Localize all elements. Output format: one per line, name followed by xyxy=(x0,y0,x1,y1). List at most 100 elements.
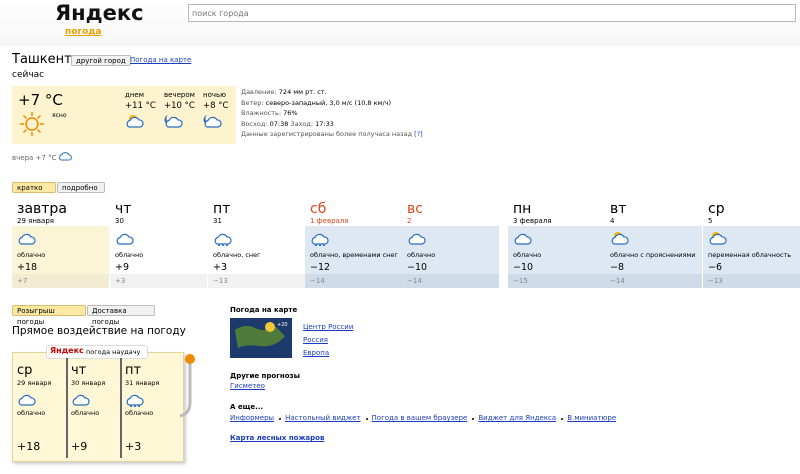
service-link[interactable]: погода xyxy=(65,27,102,37)
game-date: 29 января xyxy=(17,379,52,387)
more-title: А еще... xyxy=(230,403,264,411)
game-heading: Прямое воздействие на погоду xyxy=(12,325,186,337)
weather-icon xyxy=(513,230,533,250)
forecast-day: пн 3 февраля −15 облачно −10 xyxy=(508,200,605,290)
weather-icon xyxy=(17,230,37,250)
part-name: ночью xyxy=(203,91,227,99)
detail-label: Влажность: xyxy=(241,109,282,117)
widget-logo: Яндекс xyxy=(50,346,84,355)
day-temp: −8 xyxy=(610,262,625,273)
day-condition: облачно, временами снег xyxy=(310,251,398,259)
tab-detailed[interactable]: подробно xyxy=(57,182,105,193)
night-temp: −14 xyxy=(605,274,702,288)
weather-icon xyxy=(17,391,37,411)
day-condition: облачно xyxy=(17,251,46,259)
data-note: Данные зарегистрированы более получаса н… xyxy=(241,129,423,140)
map-link[interactable]: Погода на карте xyxy=(130,56,192,64)
map-region-link[interactable]: Россия xyxy=(303,336,328,344)
night-temp: −15 xyxy=(508,274,605,288)
map-region-link[interactable]: Европа xyxy=(303,349,330,357)
day-name: чт xyxy=(115,201,132,217)
sunset: 17:33 xyxy=(315,119,334,128)
weather-icon xyxy=(115,230,135,250)
night-temp: +7 xyxy=(12,274,109,288)
forecast-day: вт 4 −14 облачно с прояснениями −8 xyxy=(605,200,702,290)
night-temp: −13 xyxy=(208,274,305,288)
current-temp: +7 °C xyxy=(18,91,63,109)
other-city-button[interactable]: другой город xyxy=(71,55,131,66)
day-temp: −6 xyxy=(708,262,723,273)
game-condition: облачно xyxy=(17,409,46,417)
more-link[interactable]: Информеры xyxy=(230,414,275,422)
day-condition: облачно xyxy=(115,251,144,259)
detail-value: 76% xyxy=(283,109,298,117)
day-date: 1 февраля xyxy=(310,217,349,225)
cloud-icon xyxy=(59,152,72,161)
weather-icon xyxy=(125,391,145,411)
lever[interactable] xyxy=(176,352,200,422)
other-title: Другие прогнозы xyxy=(230,372,300,380)
day-date: 29 января xyxy=(17,217,54,225)
yesterday: вчера +7 °C xyxy=(12,154,57,162)
more-link[interactable]: Настольный виджет xyxy=(285,414,361,422)
tab-brief[interactable]: кратко xyxy=(12,182,56,193)
day-name: вт xyxy=(610,201,627,217)
day-condition: переменная облачность xyxy=(708,251,792,259)
night-temp: −14 xyxy=(305,274,402,288)
search-input[interactable] xyxy=(188,4,796,22)
game-day: чт xyxy=(71,363,87,378)
game-day: ср xyxy=(17,363,33,378)
detail-value: 724 мм рт. ст. xyxy=(278,88,327,96)
note-text: Данные зарегистрированы более получаса н… xyxy=(241,130,413,138)
day-temp: +18 xyxy=(17,262,38,273)
day-name: завтра xyxy=(17,201,67,217)
current-box xyxy=(12,86,236,144)
sunrise-label: Восход: xyxy=(241,119,268,128)
weather-icon xyxy=(213,230,233,250)
map-region-link[interactable]: Центр России xyxy=(303,323,354,331)
day-temp: +9 xyxy=(115,262,130,273)
widget-label xyxy=(46,345,148,359)
map-badge: +20 xyxy=(277,322,288,328)
detail-label: Ветер: xyxy=(241,98,264,107)
weather-icon xyxy=(407,230,427,250)
game-temp: +18 xyxy=(17,440,41,453)
city-name: Ташкент xyxy=(12,52,72,67)
day-condition: облачно xyxy=(407,251,436,259)
forecast-day: завтра 29 января +7 облачно +18 xyxy=(12,200,109,290)
night-temp: −14 xyxy=(402,274,499,288)
now-label: сейчас xyxy=(12,70,45,80)
tab-delivery[interactable]: Доставка погоды xyxy=(87,305,155,326)
gismeteo-link[interactable]: Гисметео xyxy=(230,382,265,390)
fires-link[interactable]: Карта лесных пожаров xyxy=(230,434,325,442)
more-link[interactable]: В миниатюре xyxy=(567,414,617,422)
forecast-day: ср 5 −13 переменная облачность −6 xyxy=(703,200,800,290)
more-link[interactable]: Виджет для Яндекса xyxy=(478,414,557,422)
day-temp: −10 xyxy=(513,262,534,273)
night-temp: −13 xyxy=(703,274,800,288)
map-thumbnail[interactable] xyxy=(230,318,292,358)
game-widget xyxy=(12,352,184,462)
sunset-label: Заход: xyxy=(290,119,314,128)
day-date: 31 xyxy=(213,217,222,225)
forecast-day: чт 30 +3 облачно +9 xyxy=(110,200,207,290)
note-help[interactable]: [?] xyxy=(414,130,423,138)
game-day: пт xyxy=(125,363,142,378)
divider xyxy=(66,358,68,458)
day-name: пт xyxy=(213,201,231,217)
weather-icon xyxy=(125,113,145,133)
forecast-day: вс 2 −14 облачно −10 xyxy=(402,200,499,290)
game-date: 30 января xyxy=(71,379,106,387)
part-temp: +8 °C xyxy=(203,101,229,111)
part-temp: +11 °C xyxy=(125,101,156,111)
game-condition: облачно xyxy=(71,409,100,417)
day-temp: +3 xyxy=(213,262,228,273)
tab-game[interactable]: Розыгрыш погоды xyxy=(12,305,86,326)
more-link[interactable]: Погода в вашем браузере xyxy=(371,414,468,422)
weather-icon xyxy=(610,230,630,250)
day-condition: облачно с прояснениями xyxy=(610,251,696,259)
game-condition: облачно xyxy=(125,409,154,417)
day-name: сб xyxy=(310,201,327,217)
logo[interactable]: Яндекс xyxy=(55,1,144,25)
